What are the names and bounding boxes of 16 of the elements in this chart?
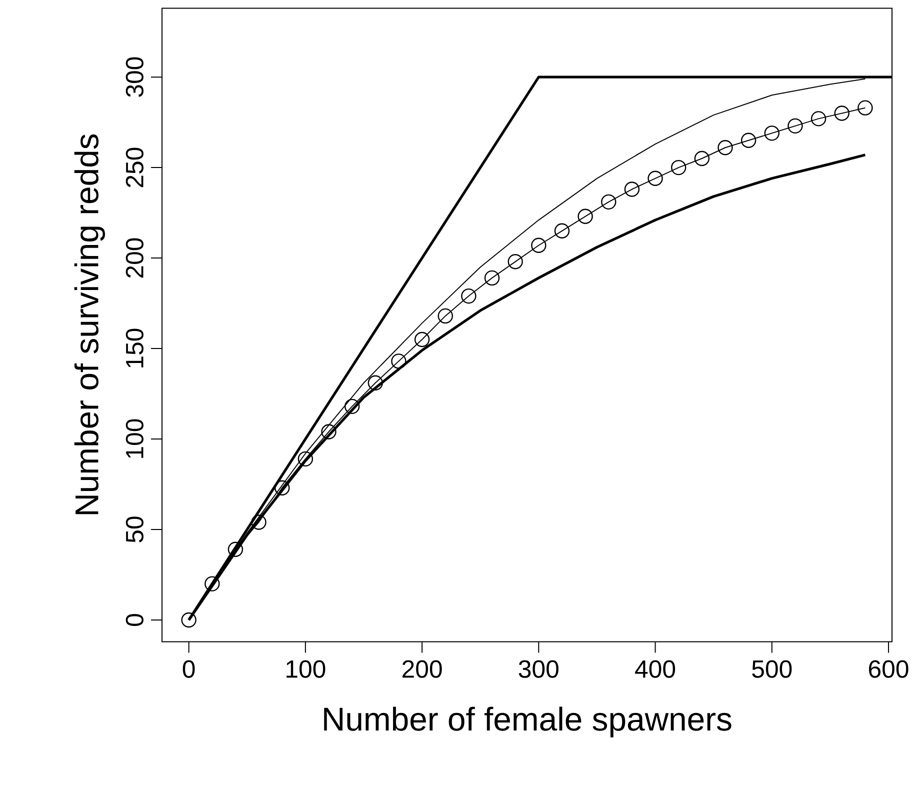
y-tick-label: 150	[126, 328, 144, 368]
y-tick-label: 100	[126, 419, 144, 458]
x-tick-label: 300	[518, 660, 558, 678]
y-tick-label: 300	[126, 57, 144, 97]
y-tick-label: 200	[126, 238, 144, 278]
x-axis-title: Number of female spawners	[324, 706, 732, 738]
x-tick-label: 0	[182, 660, 195, 678]
x-tick-label: 500	[752, 660, 792, 678]
y-tick-label: 250	[126, 148, 144, 188]
y-tick-label: 0	[126, 614, 144, 626]
x-tick-label: 600	[868, 660, 908, 678]
y-axis-title: Number of surviving redds	[74, 134, 106, 514]
x-tick-label: 200	[402, 660, 442, 678]
x-tick-label: 400	[635, 660, 676, 678]
y-tick-label: 50	[126, 516, 144, 542]
x-tick-label: 100	[286, 660, 326, 678]
